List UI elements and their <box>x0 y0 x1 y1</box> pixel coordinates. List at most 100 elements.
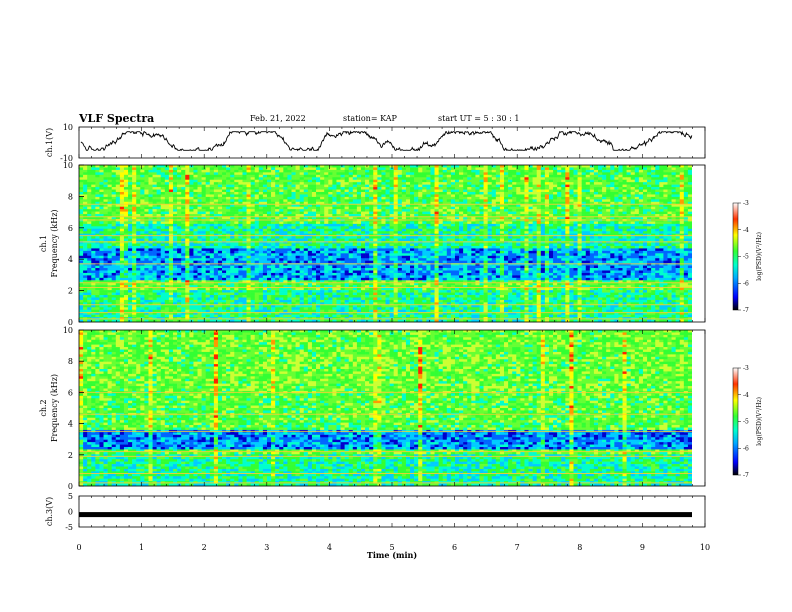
ch1-spectrogram-cell <box>672 170 676 173</box>
ch1-spectrogram-cell <box>590 170 594 173</box>
ch1-spectrogram-cell <box>688 182 692 185</box>
ch1-spectrogram-cell <box>659 170 663 173</box>
ch1-spectrogram-cell <box>553 180 557 183</box>
ch1-spectrogram-cell <box>610 165 614 168</box>
ch1-spectrogram-cell <box>582 185 586 188</box>
ch1-spectrogram-cell <box>598 175 602 178</box>
ch1-spectrogram-cell <box>602 172 606 175</box>
ch1-spectrogram-cell <box>582 175 586 178</box>
ch1-spectrogram-cell <box>255 182 259 185</box>
ch1-spectrogram-cell <box>578 190 582 193</box>
ch1-spectrogram-cell <box>631 187 635 190</box>
ch1-spectrogram-cell <box>537 192 541 195</box>
ch1-spectrogram-cell <box>316 172 320 175</box>
ch1-spectrogram-cell <box>169 192 173 195</box>
ch1-spectrogram-cell <box>463 192 467 195</box>
ch1-spectrogram-cell <box>484 192 488 195</box>
ch1-spectrogram-cell <box>345 177 349 180</box>
ch1-spectrogram-cell <box>144 170 148 173</box>
ch1-spectrogram-cell <box>161 182 165 185</box>
ch1-spectrogram-cell <box>165 187 169 190</box>
ch1-spectrogram-cell <box>553 185 557 188</box>
ch1-spectrogram-cell <box>439 172 443 175</box>
ch1-spectrogram-cell <box>165 182 169 185</box>
ch1-spectrogram-cell <box>418 165 422 168</box>
ch1-spectrogram-cell <box>108 194 112 197</box>
ch1-spectrogram-cell <box>83 170 87 173</box>
ch1-spectrogram-cell <box>91 175 95 178</box>
ch1-spectrogram-cell <box>87 192 91 195</box>
ch1-spectrogram-cell <box>153 167 157 170</box>
ch1-spectrogram-cell <box>193 170 197 173</box>
ch1-spectrogram-cell <box>198 185 202 188</box>
ch1-spectrogram-cell <box>488 175 492 178</box>
ch1-spectrogram-cell <box>181 194 185 197</box>
ch1-spectrogram-cell <box>602 167 606 170</box>
ch1-spectrogram-cell <box>549 170 553 173</box>
ch1-spectrogram-cell <box>349 185 353 188</box>
ch1-spectrogram-cell <box>87 172 91 175</box>
ch1-spectrogram-cell <box>667 167 671 170</box>
ch1-spectrogram-cell <box>353 182 357 185</box>
ch1-spectrogram-cell <box>83 175 87 178</box>
ch1-spectrogram-cell <box>238 175 242 178</box>
ch1-spectrogram-cell <box>202 177 206 180</box>
ch1-spectrogram-cell <box>99 170 103 173</box>
ch1-spectrogram-cell <box>365 167 369 170</box>
ch1-spectrogram-cell <box>422 170 426 173</box>
ch1-spectrogram-cell <box>169 194 173 197</box>
ch1-spectrogram-cell <box>226 167 230 170</box>
ch1-spectrogram-cell <box>565 175 569 178</box>
ch1-spectrogram-cell <box>402 190 406 193</box>
ch1-spectrogram-cell <box>218 172 222 175</box>
ch1-spectrogram-cell <box>230 167 234 170</box>
ch1-spectrogram-cell <box>349 190 353 193</box>
ch1-spectrogram-cell <box>296 182 300 185</box>
ch1-spectrogram-cell <box>381 192 385 195</box>
ch1-spectrogram-cell <box>83 165 87 168</box>
ch1-spectrogram-cell <box>193 192 197 195</box>
ch1-spectrogram-cell <box>99 190 103 193</box>
ch1-spectrogram-cell <box>287 167 291 170</box>
ch1-spectrogram-cell <box>533 167 537 170</box>
ch1-spectrogram-cell <box>144 175 148 178</box>
ch1-spectrogram-cell <box>663 187 667 190</box>
ch1-spectrogram-cell <box>242 180 246 183</box>
ch1-spectrogram-cell <box>169 167 173 170</box>
ch1-spectrogram-cell <box>185 187 189 190</box>
ch1-spectrogram-cell <box>659 175 663 178</box>
ch1-spectrogram-cell <box>361 165 365 168</box>
ch1-spectrogram-cell <box>659 167 663 170</box>
ch1-spectrogram-cell <box>533 190 537 193</box>
ch1-spectrogram-cell <box>112 170 116 173</box>
ch1-spectrogram-cell <box>569 185 573 188</box>
ch1-spectrogram-cell <box>610 192 614 195</box>
ch1-spectrogram-cell <box>373 167 377 170</box>
ch1-spectrogram-cell <box>185 172 189 175</box>
ch1-spectrogram-cell <box>120 180 124 183</box>
ch1-spectrogram-cell <box>545 192 549 195</box>
ch1-spectrogram-cell <box>435 167 439 170</box>
ch1-spectrogram-cell <box>275 175 279 178</box>
ch1-spectrogram-cell <box>524 165 528 168</box>
ch1-spectrogram-cell <box>328 192 332 195</box>
ch1-spectrogram-cell <box>247 170 251 173</box>
ch1-spectrogram-cell <box>169 187 173 190</box>
ch1-spectrogram-cell <box>410 172 414 175</box>
ch1-spectrogram-cell <box>659 185 663 188</box>
ch1-spectrogram-cell <box>402 182 406 185</box>
ch1-spectrogram-cell <box>496 180 500 183</box>
ch1-spectrogram-cell <box>504 175 508 178</box>
ch1-spectrogram-cell <box>439 177 443 180</box>
ch1-spectrogram-cell <box>104 167 108 170</box>
ch1-spectrogram-cell <box>357 167 361 170</box>
ch1-spectrogram-cell <box>520 180 524 183</box>
ch1-spectrogram-cell <box>639 180 643 183</box>
ch1-spectrogram-cell <box>189 167 193 170</box>
ch1-spectrogram-cell <box>189 182 193 185</box>
ch1-spectrogram-cell <box>475 190 479 193</box>
ch1-spectrogram-cell <box>132 192 136 195</box>
ch1-spectrogram-cell <box>108 175 112 178</box>
ch1-spectrogram-cell <box>341 177 345 180</box>
ch1-spectrogram-cell <box>569 187 573 190</box>
